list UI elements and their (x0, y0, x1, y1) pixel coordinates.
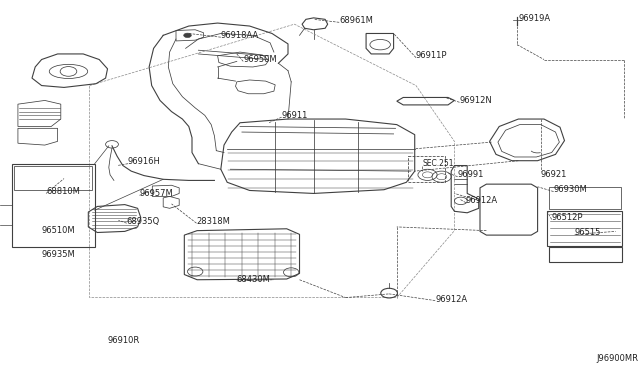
Text: 96919A: 96919A (518, 14, 550, 23)
Text: 96510M: 96510M (42, 226, 76, 235)
Text: SEC.251: SEC.251 (422, 159, 454, 168)
Text: 96911: 96911 (282, 111, 308, 120)
Text: 96912A: 96912A (466, 196, 498, 205)
Text: 68810M: 68810M (46, 187, 80, 196)
Text: J96900MR: J96900MR (596, 354, 639, 363)
Text: 96512P: 96512P (552, 213, 583, 222)
Text: 96916H: 96916H (128, 157, 161, 166)
Text: 96957M: 96957M (140, 189, 173, 198)
Text: 96930M: 96930M (554, 185, 588, 194)
Text: 68935Q: 68935Q (127, 217, 160, 226)
Text: 68961M: 68961M (339, 16, 373, 25)
Text: 96912N: 96912N (460, 96, 492, 105)
Text: 68430M: 68430M (237, 275, 271, 283)
Text: 96918AA: 96918AA (221, 31, 259, 40)
Text: 96950M: 96950M (243, 55, 277, 64)
Text: 96912A: 96912A (435, 295, 467, 304)
Text: 96921: 96921 (541, 170, 567, 179)
Text: 96515: 96515 (575, 228, 601, 237)
Text: 96911P: 96911P (416, 51, 447, 60)
Text: 28318M: 28318M (196, 217, 230, 226)
Text: 96935M: 96935M (42, 250, 76, 259)
Text: 96991: 96991 (458, 170, 484, 179)
Circle shape (184, 33, 191, 38)
Text: 96910R: 96910R (108, 336, 140, 345)
